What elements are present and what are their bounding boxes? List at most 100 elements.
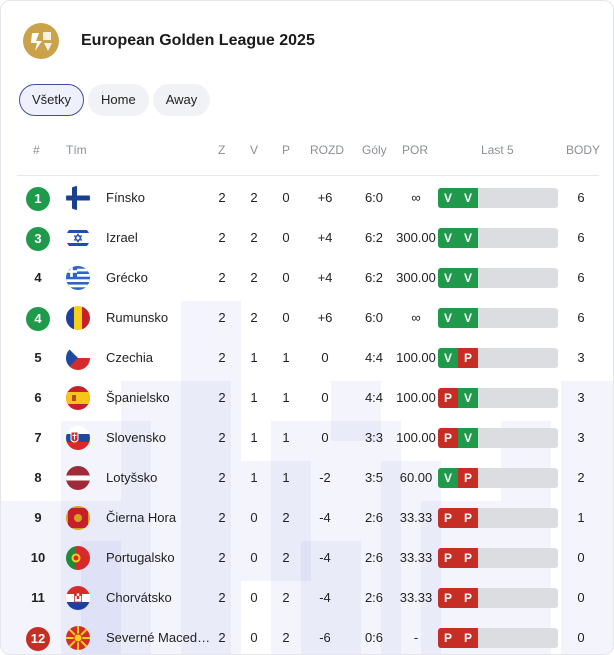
losses: 0 <box>282 230 290 245</box>
rank-number: 8 <box>34 470 42 485</box>
rank-cell: 5 <box>25 338 51 378</box>
table-row[interactable]: 11 Chorvátsko 2 0 2 -4 2:6 33.33 P P 0 <box>17 578 607 618</box>
team-name[interactable]: Severné Macedó… <box>106 630 214 645</box>
goal-difference: -4 <box>319 510 331 525</box>
ratio: ∞ <box>411 190 421 205</box>
losses: 0 <box>282 190 290 205</box>
goals: 6:0 <box>364 310 384 325</box>
goal-difference: -4 <box>319 590 331 605</box>
matches-played: 2 <box>218 190 226 205</box>
wins: 2 <box>250 270 258 285</box>
rank-number: 10 <box>30 550 46 565</box>
croatia-flag-icon <box>66 586 90 610</box>
goals: 0:6 <box>364 630 384 645</box>
table-row[interactable]: 12 Severné Macedó… 2 0 2 -6 0:6 - P P 0 <box>17 618 607 654</box>
table-row[interactable]: 1 Fínsko 2 2 0 +6 6:0 ∞ V V 6 <box>17 178 607 218</box>
matches-played: 2 <box>218 510 226 525</box>
goal-difference: -4 <box>319 550 331 565</box>
form-result: P <box>458 548 478 568</box>
tab-all[interactable]: Všetky <box>19 84 85 116</box>
rank-number: 9 <box>34 510 42 525</box>
gold-league-logo <box>23 23 59 59</box>
team-name[interactable]: Lotyšsko <box>106 470 158 485</box>
ratio: 60.00 <box>399 470 433 485</box>
team-name[interactable]: Španielsko <box>106 390 170 405</box>
wins: 1 <box>250 430 258 445</box>
team-name[interactable]: Čierna Hora <box>106 510 177 525</box>
losses: 2 <box>282 550 290 565</box>
table-row[interactable]: 4 Rumunsko 2 2 0 +6 6:0 ∞ V V 6 <box>17 298 607 338</box>
rank-cell: 9 <box>25 498 51 538</box>
form-result: V <box>458 428 478 448</box>
rank-number: 11 <box>31 590 45 605</box>
ratio: 300.00 <box>396 270 436 285</box>
rank-cell: 11 <box>25 578 51 618</box>
form-result: V <box>458 228 478 248</box>
ratio: 100.00 <box>396 390 436 405</box>
team-name[interactable]: Slovensko <box>106 430 166 445</box>
table-row[interactable]: 5 Czechia 2 1 1 0 4:4 100.00 V P 3 <box>17 338 607 378</box>
col-v: V <box>250 143 259 157</box>
form-result: V <box>458 188 478 208</box>
goal-difference: +6 <box>317 190 333 205</box>
team-name[interactable]: Chorvátsko <box>106 590 172 605</box>
tab-away[interactable]: Away <box>152 84 211 116</box>
table-row[interactable]: 4 Grécko 2 2 0 +4 6:2 300.00 V V 6 <box>17 258 607 298</box>
form-result: P <box>438 628 458 648</box>
goal-difference: +4 <box>317 270 333 285</box>
table-row[interactable]: 10 Portugalsko 2 0 2 -4 2:6 33.33 P P 0 <box>17 538 607 578</box>
matches-played: 2 <box>218 630 226 645</box>
rank-cell: 3 <box>25 218 51 258</box>
form-result: P <box>438 548 458 568</box>
matches-played: 2 <box>218 430 226 445</box>
team-name[interactable]: Izrael <box>106 230 138 245</box>
losses: 0 <box>282 310 290 325</box>
col-goals: Góly <box>362 143 387 157</box>
col-points: BODY <box>566 143 601 157</box>
losses: 2 <box>282 510 290 525</box>
col-por: POR <box>402 143 429 157</box>
rank-cell: 8 <box>25 458 51 498</box>
col-rank: # <box>33 143 40 157</box>
table-row[interactable]: 6 Španielsko 2 1 1 0 4:4 100.00 P V 3 <box>17 378 607 418</box>
table-row[interactable]: 9 Čierna Hora 2 0 2 -4 2:6 33.33 P P 1 <box>17 498 607 538</box>
wins: 0 <box>250 590 258 605</box>
form-result: P <box>458 588 478 608</box>
team-name[interactable]: Rumunsko <box>106 310 169 325</box>
finland-flag-icon <box>66 186 90 210</box>
table-header: # Tím Z V P ROZD Góly POR Last 5 BODY <box>17 131 607 169</box>
points: 3 <box>577 350 585 365</box>
matches-played: 2 <box>218 390 226 405</box>
rank-cell: 12 <box>25 618 51 654</box>
greece-flag-icon <box>66 266 90 290</box>
rank-cell: 4 <box>25 298 51 338</box>
team-name[interactable]: Czechia <box>106 350 153 365</box>
goal-difference: +6 <box>317 310 333 325</box>
form-result: P <box>438 508 458 528</box>
israel-flag-icon <box>66 226 90 250</box>
team-name[interactable]: Fínsko <box>106 190 146 205</box>
table-row[interactable]: 7 Slovensko 2 1 1 0 3:3 100.00 P V 3 <box>17 418 607 458</box>
wins: 2 <box>250 190 258 205</box>
col-p: P <box>282 143 291 157</box>
rank-badge: 3 <box>26 226 50 251</box>
matches-played: 2 <box>218 470 226 485</box>
points: 6 <box>577 190 585 205</box>
ratio: 100.00 <box>396 350 436 365</box>
team-name[interactable]: Grécko <box>106 270 148 285</box>
goals: 4:4 <box>364 350 384 365</box>
table-row[interactable]: 8 Lotyšsko 2 1 1 -2 3:5 60.00 V P 2 <box>17 458 607 498</box>
tab-home[interactable]: Home <box>88 84 149 116</box>
standings-table: # Tím Z V P ROZD Góly POR Last 5 BODY 1 F… <box>17 131 607 651</box>
goals: 2:6 <box>364 510 384 525</box>
points: 6 <box>577 310 585 325</box>
points: 3 <box>577 430 585 445</box>
table-row[interactable]: 3 Izrael 2 2 0 +4 6:2 300.00 V V 6 <box>17 218 607 258</box>
wins: 0 <box>250 630 258 645</box>
team-name[interactable]: Portugalsko <box>106 550 175 565</box>
goal-difference: 0 <box>321 430 329 445</box>
